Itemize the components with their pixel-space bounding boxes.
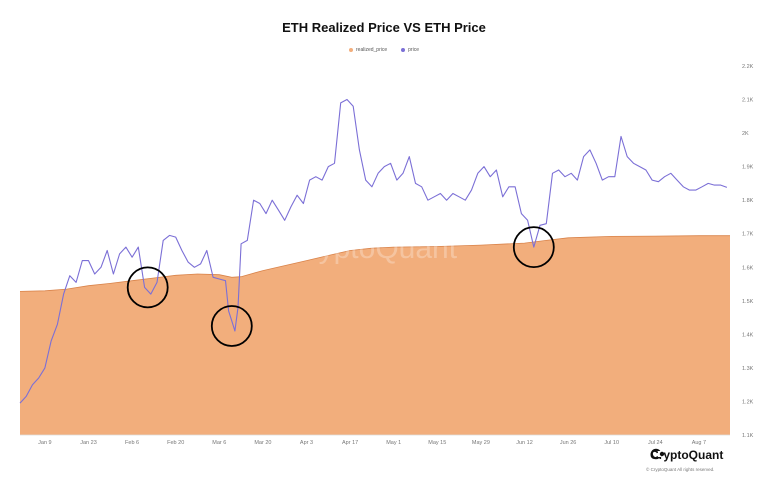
legend-item-realized-price[interactable]: realized_price xyxy=(349,47,387,53)
y-tick-label: 1.4K xyxy=(742,332,754,338)
annotation-circle-3 xyxy=(512,226,555,269)
area-layer xyxy=(19,235,730,435)
annotation-circle-2 xyxy=(210,305,253,347)
legend-label-realized-price: realized_price xyxy=(356,47,388,53)
y-tick-label: 1.3K xyxy=(742,366,754,372)
y-tick-label: 1.1K xyxy=(742,433,754,439)
y-tick-label: 2.1K xyxy=(742,98,754,104)
y-tick-label: 1.9K xyxy=(742,165,754,171)
y-tick-label: 1.7K xyxy=(742,232,754,238)
x-tick-label: Mar 20 xyxy=(254,440,271,446)
y-tick-label: 1.2K xyxy=(742,400,754,406)
cryptoquant-logo-icon xyxy=(650,448,665,460)
y-tick-label: 1.6K xyxy=(742,265,754,271)
watermark: CryptoQuant xyxy=(287,232,458,265)
y-tick-label: 2.2K xyxy=(742,64,754,70)
y-tick-label: 2K xyxy=(742,131,749,137)
y-tick-label: 1.8K xyxy=(742,198,754,204)
legend-label-price: price xyxy=(408,47,419,53)
x-axis-ticks: Jan 9 Jan 23 Feb 6 Feb 20 Mar 6 Mar 20 Apr 3 Ap… xyxy=(38,440,706,446)
x-tick-label: May 1 xyxy=(386,440,401,446)
chart-title: ETH Realized Price VS ETH Price xyxy=(282,20,486,35)
legend-item-price[interactable]: price xyxy=(401,47,419,53)
annotation-circle-1 xyxy=(126,266,169,309)
legend-swatch-realized-price xyxy=(349,48,353,52)
x-tick-label: Apr 17 xyxy=(342,440,358,446)
brand-logo: CryptoQuant xyxy=(650,448,723,462)
x-tick-label: May 15 xyxy=(428,440,446,446)
x-tick-label: Jul 10 xyxy=(604,440,619,446)
x-tick-label: Feb 6 xyxy=(125,440,139,446)
y-axis-ticks: 2.2K 2.1K 2K 1.9K 1.8K 1.7K 1.6K 1.5K 1.4K 1.3K 1.… xyxy=(742,64,754,439)
x-tick-label: Apr 3 xyxy=(300,440,313,446)
realized-price-line xyxy=(19,235,730,292)
copyright-text: © CryptoQuant All rights reserved. xyxy=(646,467,715,472)
x-tick-label: Jan 9 xyxy=(38,440,51,446)
x-tick-label: Jun 26 xyxy=(560,440,577,446)
x-tick-label: Feb 20 xyxy=(167,440,184,446)
x-tick-label: Jul 24 xyxy=(648,440,663,446)
realized-price-area xyxy=(20,235,730,435)
legend-swatch-price xyxy=(401,48,406,52)
annotation-layer xyxy=(126,226,555,347)
x-tick-label: May 29 xyxy=(472,440,490,446)
chart-legend: realized_price price xyxy=(0,47,768,53)
line-layer xyxy=(19,98,728,404)
price-line xyxy=(19,98,728,404)
x-tick-label: Mar 6 xyxy=(212,440,226,446)
brand-name: CryptoQuant xyxy=(650,448,724,462)
x-tick-label: Aug 7 xyxy=(692,440,706,446)
x-tick-label: Jun 12 xyxy=(516,440,533,446)
y-tick-label: 1.5K xyxy=(742,299,754,305)
x-tick-label: Jan 23 xyxy=(80,440,97,446)
